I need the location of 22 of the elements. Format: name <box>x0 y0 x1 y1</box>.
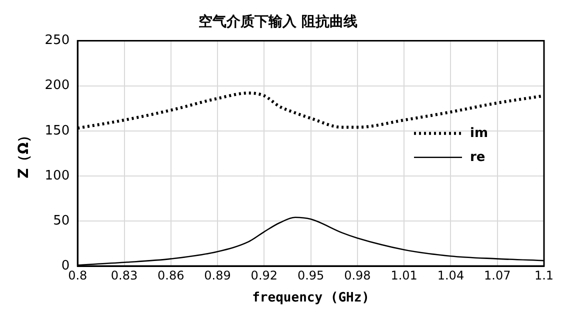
y-axis-title: Z（Ω） <box>16 128 32 178</box>
x-tick-label: 0.8 <box>68 268 88 282</box>
y-tick-label: 100 <box>44 168 70 184</box>
x-tick-label: 0.89 <box>204 268 231 282</box>
x-tick-label: 0.92 <box>250 268 278 282</box>
legend-label: im <box>470 126 488 141</box>
x-axis-title: frequency (GHz) <box>252 290 370 306</box>
x-tick-label: 1.04 <box>437 268 464 282</box>
x-tick-label: 1.1 <box>534 268 554 282</box>
x-tick-label: 1.07 <box>484 268 511 282</box>
chart-title: 空气介质下输入 阻抗曲线 <box>198 13 358 30</box>
y-tick-label: 250 <box>44 33 70 48</box>
y-tick-label: 50 <box>53 213 70 228</box>
x-tick-label: 0.95 <box>297 268 324 282</box>
x-tick-label: 0.86 <box>158 268 184 282</box>
legend-label: re <box>470 150 486 165</box>
y-tick-label: 150 <box>44 123 70 138</box>
x-tick-label: 1.01 <box>390 268 418 282</box>
x-tick-label: 0.98 <box>344 268 371 282</box>
y-tick-label: 200 <box>44 78 70 94</box>
x-tick-label: 0.83 <box>110 268 138 282</box>
y-tick-label: 0 <box>61 258 70 274</box>
